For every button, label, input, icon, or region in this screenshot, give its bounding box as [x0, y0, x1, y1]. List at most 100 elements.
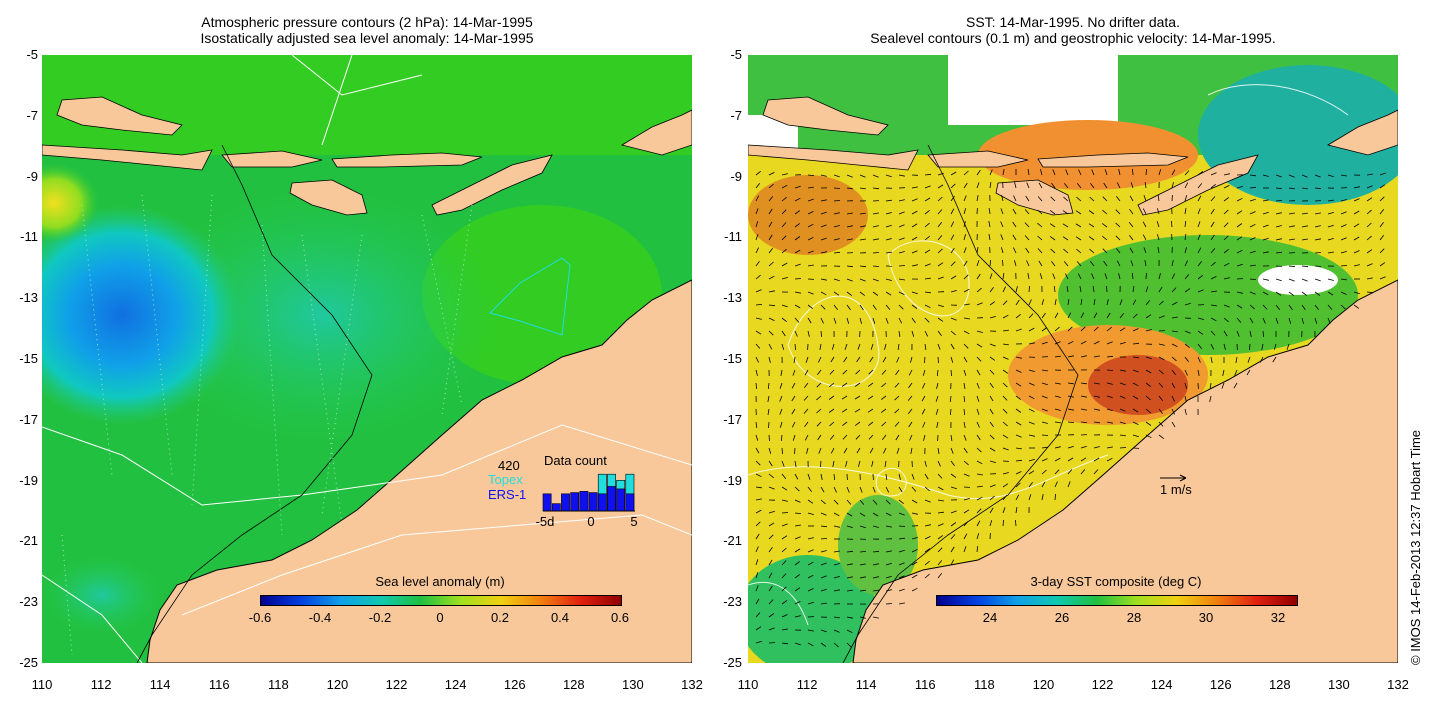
velocity-arrow: [1366, 197, 1373, 202]
velocity-arrow: [1067, 326, 1073, 332]
velocity-arrow: [1067, 382, 1074, 385]
velocity-arrow: [870, 343, 874, 350]
velocity-arrow: [807, 264, 814, 267]
velocity-arrow: [1131, 272, 1134, 280]
low-anomaly-eddy: [42, 205, 242, 425]
velocity-arrow: [976, 408, 980, 415]
velocity-arrow: [1075, 210, 1082, 215]
velocity-arrow: [1002, 169, 1005, 176]
velocity-arrow: [1119, 421, 1126, 425]
velocity-arrow: [963, 460, 969, 466]
velocity-arrow: [1327, 224, 1334, 228]
ers-count-bar: [579, 491, 589, 512]
velocity-arrow: [872, 576, 879, 579]
velocity-arrow: [804, 434, 809, 441]
velocity-arrow: [1366, 277, 1373, 280]
sst-java-island: [748, 144, 919, 171]
left-lat-tick: -15: [19, 351, 38, 366]
velocity-arrow: [963, 421, 966, 428]
right-lat-tick: -5: [730, 47, 742, 62]
velocity-arrow: [859, 486, 863, 493]
velocity-arrow: [872, 499, 878, 505]
velocity-arrow: [1340, 199, 1347, 202]
velocity-arrow: [1054, 446, 1061, 449]
right-colorbar-tick: 26: [1054, 610, 1070, 625]
velocity-arrow: [1145, 421, 1152, 426]
velocity-arrow: [898, 486, 903, 493]
velocity-arrow: [1002, 495, 1008, 501]
velocity-arrow: [924, 560, 930, 566]
velocity-arrow: [846, 278, 853, 282]
velocity-arrow: [829, 421, 835, 427]
velocity-arrow: [924, 197, 931, 202]
velocity-arrow: [1236, 317, 1242, 323]
velocity-arrow: [833, 174, 840, 178]
velocity-arrow: [1037, 196, 1043, 202]
velocity-arrow: [846, 525, 853, 528]
velocity-arrow: [963, 288, 970, 293]
velocity-arrow: [807, 317, 812, 324]
velocity-arrow: [1014, 182, 1017, 189]
velocity-arrow: [1119, 327, 1126, 332]
velocity-arrow: [1340, 278, 1347, 281]
sst-australia-landmass: [852, 279, 1398, 663]
velocity-arrow: [1327, 174, 1334, 178]
velocity-arrow: [1067, 481, 1071, 488]
velocity-arrow: [885, 512, 892, 517]
velocity-arrow: [831, 343, 835, 350]
velocity-arrow: [1102, 196, 1108, 202]
velocity-arrow: [1314, 291, 1321, 296]
velocity-arrow: [846, 174, 853, 178]
velocity-arrow: [846, 642, 852, 648]
velocity-arrow: [768, 559, 773, 566]
velocity-arrow: [963, 343, 969, 349]
velocity-arrow: [935, 408, 939, 415]
velocity-arrow: [1076, 248, 1082, 254]
velocity-arrow: [1012, 208, 1017, 215]
velocity-arrow: [1119, 408, 1126, 412]
velocity-arrow: [768, 221, 773, 228]
velocity-arrow: [794, 223, 801, 228]
velocity-arrow: [781, 473, 787, 479]
velocity-arrow: [924, 499, 931, 503]
velocity-arrow: [1223, 248, 1229, 254]
velocity-arrow: [829, 434, 835, 440]
velocity-arrow: [1106, 395, 1113, 399]
left-lat-tick: -5: [26, 47, 38, 62]
velocity-arrow: [807, 174, 815, 176]
velocity-arrow: [989, 520, 993, 527]
velocity-arrow: [950, 510, 957, 514]
velocity-arrow: [1145, 382, 1152, 388]
velocity-arrow: [1106, 312, 1111, 319]
velocity-arrow: [898, 562, 905, 566]
velocity-arrow: [1197, 234, 1201, 241]
velocity-arrow: [833, 304, 839, 310]
velocity-arrow: [1049, 236, 1056, 241]
velocity-arrow: [794, 561, 801, 566]
velocity-arrow: [1092, 286, 1095, 293]
velocity-arrow: [1041, 395, 1048, 399]
velocity-arrow: [1210, 208, 1215, 215]
velocity-arrow: [854, 421, 861, 426]
velocity-arrow: [1301, 265, 1309, 268]
velocity-arrow: [833, 512, 840, 517]
velocity-arrow: [1015, 356, 1022, 359]
velocity-arrow: [807, 588, 814, 592]
velocity-arrow: [1116, 182, 1121, 189]
velocity-arrow: [1115, 248, 1121, 254]
velocity-arrow: [963, 434, 967, 441]
left-lon-tick: 118: [267, 677, 289, 692]
velocity-arrow: [768, 434, 770, 442]
velocity-arrow: [1051, 260, 1056, 267]
velocity-arrow: [1288, 317, 1292, 324]
right-colorbar: [936, 595, 1298, 606]
velocity-arrow: [1028, 470, 1035, 475]
velocity-arrow: [1158, 382, 1164, 388]
velocity-arrow: [832, 460, 835, 467]
velocity-arrow: [1184, 208, 1187, 215]
velocity-arrow: [963, 395, 966, 403]
velocity-arrow: [989, 369, 995, 375]
velocity-arrow: [1197, 330, 1204, 335]
right-lat-tick: -25: [723, 655, 742, 670]
velocity-arrow: [768, 486, 775, 490]
